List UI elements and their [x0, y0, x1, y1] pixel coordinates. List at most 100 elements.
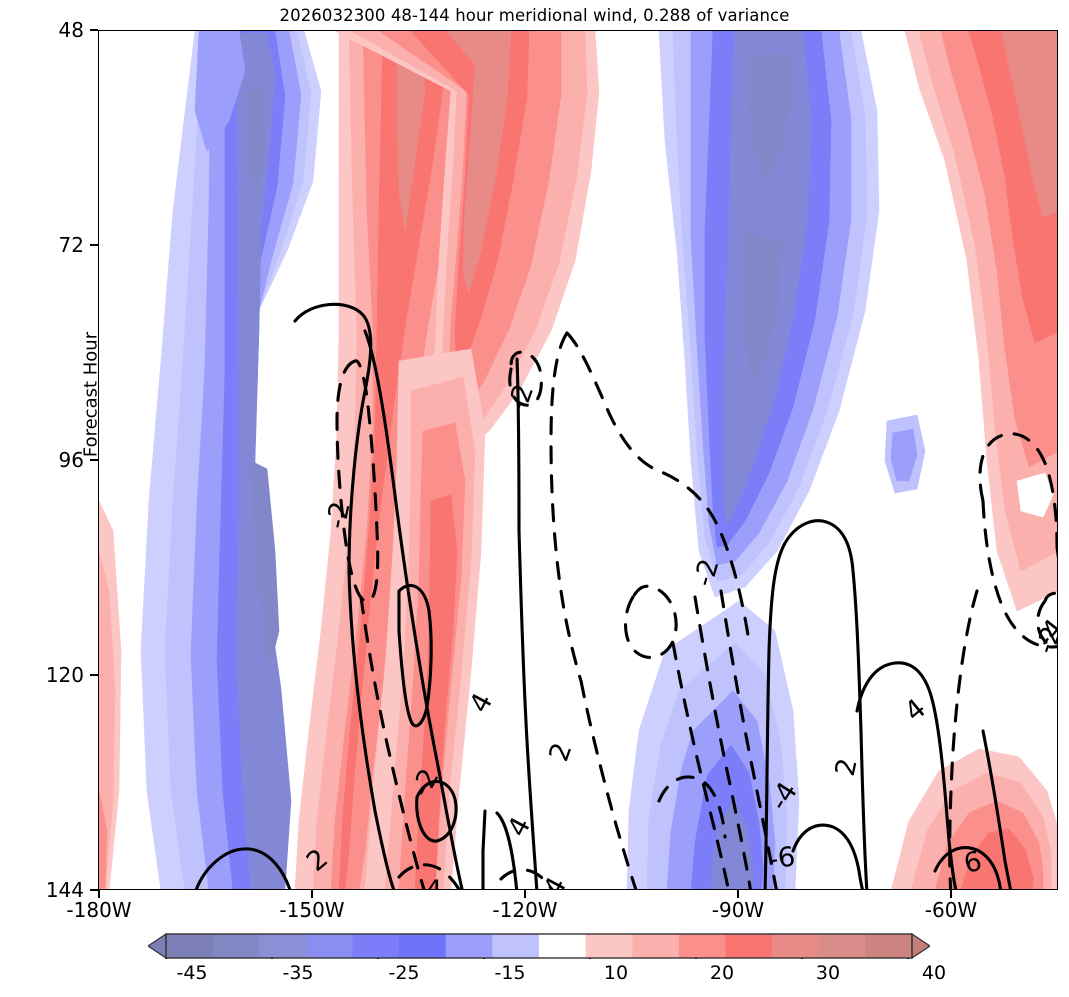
filled-contour-layer: [99, 31, 1057, 889]
negative-contour-line: [657, 775, 727, 839]
x-tick-mark-3: [737, 890, 739, 898]
colorbar-tick-label-4: 10: [603, 962, 629, 984]
colorbar-segment: [865, 934, 913, 958]
hovmoller-plot-area: -2 -2 -2 -2 2 4 4 4 -4 -4 -6 2 4 6 -4 -2 2: [98, 30, 1058, 890]
negative-contour-line: [978, 432, 1057, 547]
colorbar-segment: [678, 934, 727, 958]
negative-contour-line: [549, 331, 583, 683]
filled-contour-band: [99, 790, 108, 889]
filled-contour-band: [890, 428, 918, 482]
positive-contour-line: [981, 729, 1012, 889]
colorbar-tick-label-7: 40: [921, 962, 947, 984]
positive-contour-line: [397, 584, 433, 728]
negative-contour-line: [948, 589, 979, 889]
y-tick-label-3: 120: [45, 663, 84, 687]
x-tick-label-0: -180W: [66, 898, 132, 922]
negative-contour-line: [1036, 591, 1057, 649]
y-tick-label-2: 96: [58, 448, 84, 472]
contour-label: 4: [899, 693, 932, 728]
y-tick-mark-2: [90, 459, 98, 461]
colorbar-segment: [632, 934, 680, 958]
contour-label: 2: [830, 756, 864, 779]
negative-contour-line: [335, 359, 380, 604]
y-tick-label-0: 48: [58, 18, 84, 42]
negative-contour-line: [693, 595, 752, 889]
positive-contour-line: [763, 519, 869, 889]
colorbar-segment: [166, 934, 214, 958]
x-tick-label-1: -150W: [279, 898, 345, 922]
positive-contour-line: [194, 847, 292, 889]
negative-contour-line: [623, 584, 678, 659]
colorbar-tick-label-3: -15: [494, 962, 526, 984]
colorbar-segment: [725, 934, 773, 958]
contour-label: -4: [416, 875, 443, 890]
y-tick-mark-1: [90, 244, 98, 246]
filled-contour-band: [338, 31, 444, 889]
colorbar-tick-label-2: -25: [388, 962, 420, 984]
filled-contour-band: [961, 828, 1034, 889]
negative-contour-line: [508, 350, 543, 407]
filled-contour-band: [236, 32, 292, 889]
negative-contour-line: [565, 331, 751, 643]
colorbar-segment: [399, 934, 447, 958]
y-tick-label-4: 144: [45, 878, 84, 902]
colorbar-swatches: [148, 933, 930, 959]
negative-contour-line: [397, 863, 461, 889]
negative-contour-line: [719, 589, 778, 889]
filled-contour-band: [748, 52, 792, 182]
colorbar-segment: [585, 934, 633, 958]
filled-contour-band: [1000, 31, 1057, 218]
positive-contour-line: [933, 846, 1002, 889]
negative-contour-line: [1055, 545, 1057, 559]
positive-contour-line: [481, 809, 487, 889]
contour-label: -2: [321, 499, 357, 532]
contour-label: 4: [538, 872, 573, 890]
positive-contour-line: [293, 302, 396, 889]
chart-title: 2026032300 48-144 hour meridional wind, …: [279, 6, 790, 25]
negative-contour-line: [499, 868, 554, 889]
x-tick-mark-4: [950, 890, 952, 898]
filled-contour-band: [446, 31, 512, 295]
x-tick-label-3: -90W: [711, 898, 765, 922]
filled-contour-band: [250, 460, 280, 672]
filled-contour-band: [99, 550, 116, 889]
y-tick-mark-4: [90, 889, 98, 891]
colorbar-tick-label-1: -35: [282, 962, 314, 984]
x-tick-label-2: -120W: [492, 898, 558, 922]
negative-contour-line: [981, 499, 1057, 649]
colorbar-frame: [165, 933, 913, 959]
positive-contour-line: [495, 811, 519, 889]
negative-contour-line: [579, 679, 638, 889]
colorbar-tick-label-5: 20: [709, 962, 735, 984]
x-tick-label-4: -60W: [924, 898, 978, 922]
negative-contour-line: [359, 595, 426, 889]
colorbar-segment: [539, 934, 587, 958]
filled-contour-band: [194, 31, 246, 152]
filled-contour-band: [244, 88, 266, 200]
colorbar-segment: [305, 934, 354, 958]
colorbar-segment: [492, 934, 540, 958]
colorbar-extend-high: [911, 933, 930, 959]
colorbar-segment: [818, 934, 866, 958]
filled-contour-band: [744, 230, 782, 382]
x-tick-mark-1: [311, 890, 313, 898]
contour-label: 4: [464, 688, 499, 718]
line-contour-layer: [194, 302, 1057, 889]
plot-white-gap: [1016, 472, 1054, 518]
colorbar-tick-label-6: 30: [815, 962, 841, 984]
positive-contour-line: [363, 329, 464, 889]
colorbar-segment: [212, 934, 260, 958]
colorbar-segment: [445, 934, 493, 958]
colorbar-segment: [259, 934, 307, 958]
x-tick-mark-0: [98, 890, 100, 898]
contour-label: 2: [544, 739, 579, 766]
contour-label: -2: [1030, 622, 1058, 658]
colorbar: [148, 933, 930, 959]
colorbar-segment: [772, 934, 820, 958]
y-tick-mark-3: [90, 674, 98, 676]
positive-contour-line: [515, 357, 539, 889]
x-tick-mark-2: [524, 890, 526, 898]
negative-contour-line: [671, 641, 730, 889]
